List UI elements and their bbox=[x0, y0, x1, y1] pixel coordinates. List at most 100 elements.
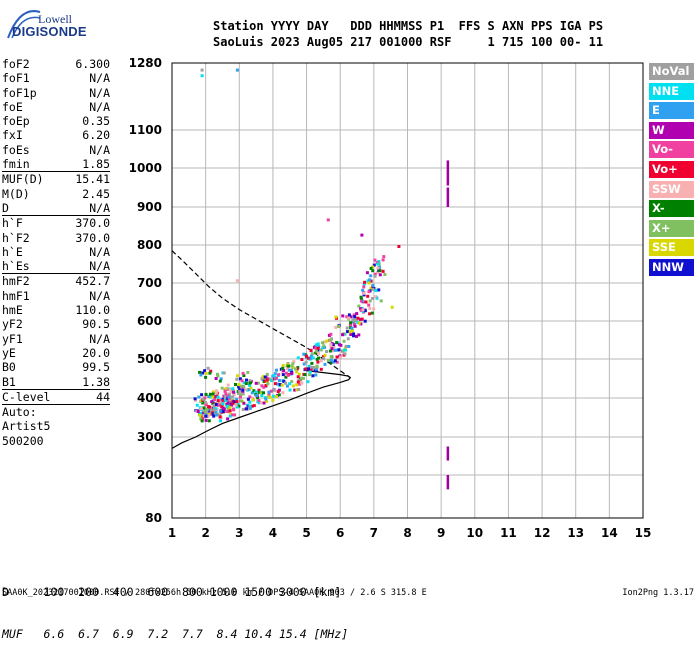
echo-point bbox=[246, 371, 250, 374]
echo-point bbox=[335, 341, 339, 345]
echo-point bbox=[376, 271, 380, 275]
header-line-2: SaoLuis 2023 Aug05 217 001000 RSF 1 715 … bbox=[213, 35, 604, 49]
echo-point bbox=[373, 272, 377, 276]
echo-point bbox=[336, 325, 340, 328]
echo-point bbox=[235, 405, 239, 409]
echo-point bbox=[231, 413, 235, 417]
x-tick-label: 12 bbox=[534, 526, 551, 540]
param-row: yF1 N/A bbox=[2, 332, 110, 346]
echo-point bbox=[332, 360, 336, 364]
param-label: foE bbox=[2, 99, 23, 114]
echo-point bbox=[346, 337, 350, 341]
echo-point bbox=[284, 381, 288, 385]
echo-point bbox=[193, 397, 197, 401]
echo-point bbox=[352, 322, 356, 326]
echo-point bbox=[362, 293, 366, 297]
param-label: yE bbox=[2, 345, 16, 360]
parameter-table: foF2 6.300 foF1 N/A foF1p N/A foE N/A foEp 0.35 fx… bbox=[2, 57, 110, 448]
echo-point bbox=[316, 346, 320, 350]
echo-point bbox=[254, 390, 258, 394]
param-label: foEp bbox=[2, 114, 30, 129]
param-label: Artist5 bbox=[2, 419, 51, 434]
echo-point bbox=[276, 382, 280, 386]
echo-point bbox=[372, 307, 376, 311]
echo-point bbox=[269, 389, 273, 393]
y-tick-label: 600 bbox=[137, 314, 162, 328]
echo-point bbox=[280, 383, 284, 387]
echo-point bbox=[218, 415, 222, 419]
echo-point bbox=[366, 294, 370, 298]
echo-point bbox=[265, 378, 269, 382]
echo-point bbox=[241, 391, 245, 395]
echo-point bbox=[205, 394, 209, 398]
echo-point bbox=[295, 367, 299, 371]
echo-point bbox=[209, 369, 213, 373]
echo-point bbox=[333, 359, 337, 363]
echo-point bbox=[212, 414, 216, 418]
y-tick-label: 900 bbox=[137, 200, 162, 214]
echo-point bbox=[219, 409, 223, 413]
echo-point bbox=[273, 372, 277, 376]
echo-point bbox=[362, 282, 366, 286]
echo-point bbox=[267, 392, 271, 396]
y-tick-label: 200 bbox=[137, 468, 162, 482]
echo-point bbox=[228, 388, 232, 392]
echo-point bbox=[310, 352, 314, 356]
echo-point bbox=[329, 355, 333, 359]
echo-point bbox=[339, 355, 342, 359]
legend-item-w: W bbox=[649, 121, 694, 139]
param-label: foF2 bbox=[2, 57, 30, 71]
echo-point bbox=[333, 348, 337, 352]
echo-point bbox=[347, 316, 351, 320]
param-value: 110.0 bbox=[75, 303, 110, 318]
param-row: h`E N/A bbox=[2, 245, 110, 259]
echo-point bbox=[294, 367, 298, 371]
echo-point bbox=[349, 333, 353, 336]
echo-point bbox=[325, 350, 329, 353]
echo-point bbox=[322, 344, 326, 348]
echo-point bbox=[262, 385, 266, 389]
echo-point bbox=[204, 375, 208, 379]
echo-point bbox=[321, 346, 325, 350]
echo-point bbox=[281, 366, 285, 370]
echo-point bbox=[323, 353, 327, 357]
x-tick-label: 14 bbox=[601, 526, 618, 540]
echo-point bbox=[314, 343, 318, 347]
echo-point bbox=[357, 333, 361, 337]
echo-point bbox=[369, 274, 373, 278]
echo-point bbox=[302, 352, 306, 356]
echo-point bbox=[367, 290, 371, 294]
param-value: 44 bbox=[96, 389, 110, 404]
echo-point bbox=[216, 372, 219, 376]
echo-point bbox=[219, 377, 223, 381]
logo-lowell: Lowell bbox=[38, 12, 72, 26]
profile-curves bbox=[171, 250, 352, 449]
param-label: fmin bbox=[2, 157, 30, 172]
param-row: foF1 N/A bbox=[2, 71, 110, 85]
distance-muf-table: D 100 200 400 600 800 1000 1500 3000 [km… bbox=[2, 557, 348, 655]
echo-point bbox=[281, 373, 285, 377]
param-label: B1 bbox=[2, 374, 16, 389]
echo-point bbox=[238, 377, 242, 381]
echo-point bbox=[275, 368, 278, 372]
echo-point bbox=[355, 312, 359, 316]
echo-point bbox=[356, 316, 360, 320]
y-axis-ticks: 80 200 300 400 500 600 700 800 900 1000 1100 1280 bbox=[129, 56, 162, 525]
echo-point bbox=[217, 403, 221, 407]
echo-point bbox=[207, 419, 211, 423]
echo-point bbox=[205, 407, 209, 411]
param-label: yF2 bbox=[2, 317, 23, 332]
echo-point bbox=[209, 392, 212, 396]
echo-point bbox=[390, 305, 394, 309]
echo-point bbox=[276, 390, 280, 393]
echo-point bbox=[295, 383, 299, 387]
y-tick-label: 700 bbox=[137, 276, 162, 290]
echo-point bbox=[242, 385, 246, 389]
echo-point bbox=[355, 334, 358, 338]
echo-point bbox=[314, 346, 318, 350]
param-row: foF1p N/A bbox=[2, 86, 110, 100]
param-row: M(D) 2.45 bbox=[2, 187, 110, 201]
echo-point bbox=[228, 392, 231, 396]
echo-point bbox=[248, 404, 252, 408]
echo-point bbox=[238, 395, 242, 399]
